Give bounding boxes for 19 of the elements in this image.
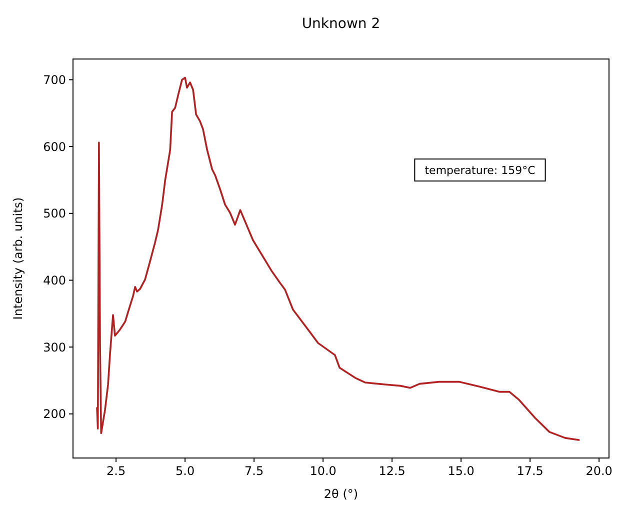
annotation: temperature: 159°C bbox=[424, 164, 536, 177]
y-tick-label: 500 bbox=[43, 206, 66, 221]
x-tick-label: 12.5 bbox=[378, 464, 406, 478]
y-axis-title: Intensity (arb. units) bbox=[11, 197, 25, 320]
x-tick-label: 20.0 bbox=[586, 464, 612, 478]
y-tick-label: 600 bbox=[43, 140, 66, 154]
y-tick-label: 300 bbox=[43, 340, 66, 354]
x-tick-label: 5.0 bbox=[176, 464, 195, 478]
chart-title: Unknown 2 bbox=[302, 16, 380, 32]
y-tick-label: 200 bbox=[43, 407, 66, 422]
y-tick-label: 400 bbox=[43, 273, 66, 288]
x-axis-title: 2θ (°) bbox=[324, 487, 358, 501]
x-tick-label: 10.0 bbox=[310, 464, 336, 478]
line-series bbox=[96, 76, 580, 441]
x-tick-label: 17.5 bbox=[516, 464, 544, 478]
y-tick-label: 700 bbox=[43, 72, 66, 87]
x-tick-label: 2.5 bbox=[106, 464, 126, 478]
x-tick-label: 7.5 bbox=[244, 464, 264, 478]
x-tick-label: 15.0 bbox=[448, 464, 474, 478]
